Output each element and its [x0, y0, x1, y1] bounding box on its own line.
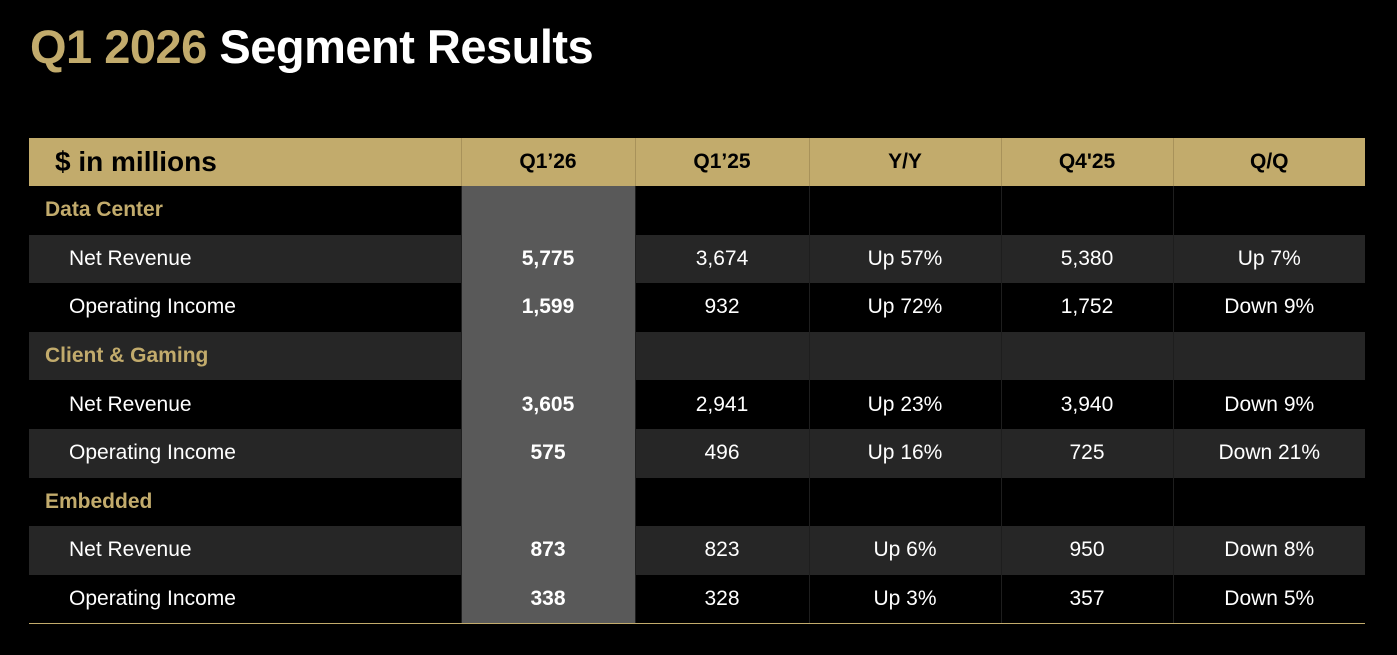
table-cell — [808, 477, 1001, 527]
cell-qq: Down 9% — [1172, 283, 1365, 332]
cell-qq: Up 7% — [1172, 234, 1365, 284]
cell-qq: Down 21% — [1172, 428, 1365, 478]
cell-q1-25: 496 — [634, 428, 809, 478]
table-cell — [1172, 186, 1365, 235]
metric-label: Operating Income — [29, 574, 461, 625]
metric-label: Operating Income — [29, 283, 461, 332]
header-q1-26: Q1’26 — [460, 138, 635, 186]
table-cell — [1172, 477, 1365, 527]
table-cell — [1000, 331, 1173, 381]
table-cell — [1000, 477, 1173, 527]
header-q1-25: Q1’25 — [634, 138, 809, 186]
cell-q4-25: 357 — [1000, 574, 1173, 625]
table-cell — [808, 331, 1001, 381]
title-period: Q1 2026 — [30, 20, 207, 73]
table-row: Operating Income 1,599 932 Up 72% 1,752 … — [29, 283, 1365, 332]
table-cell — [1172, 331, 1365, 381]
table-cell — [460, 331, 635, 381]
table-cell — [460, 477, 635, 527]
table-cell — [808, 186, 1001, 235]
cell-qq: Down 5% — [1172, 574, 1365, 625]
table-cell — [634, 477, 809, 527]
cell-q1-25: 932 — [634, 283, 809, 332]
header-units: $ in millions — [29, 138, 461, 186]
table-row: Net Revenue 873 823 Up 6% 950 Down 8% — [29, 526, 1365, 575]
title-text: Segment Results — [219, 20, 594, 73]
segment-name: Embedded — [29, 477, 461, 527]
metric-label: Net Revenue — [29, 380, 461, 429]
cell-q4-25: 5,380 — [1000, 234, 1173, 284]
table-cell — [634, 186, 809, 235]
metric-label: Operating Income — [29, 428, 461, 478]
segment-name: Client & Gaming — [29, 331, 461, 381]
cell-yy: Up 16% — [808, 428, 1001, 478]
cell-yy: Up 3% — [808, 574, 1001, 625]
cell-q1-26: 873 — [460, 526, 635, 575]
cell-q1-26: 575 — [460, 428, 635, 478]
header-qq: Q/Q — [1172, 138, 1365, 186]
page-title: Q1 2026 Segment Results — [30, 16, 594, 78]
table-row: Operating Income 338 328 Up 3% 357 Down … — [29, 574, 1365, 625]
header-q4-25: Q4'25 — [1000, 138, 1173, 186]
cell-yy: Up 72% — [808, 283, 1001, 332]
segment-results-table: $ in millions Q1’26 Q1’25 Y/Y Q4'25 Q/Q … — [29, 138, 1365, 625]
table-row: Net Revenue 5,775 3,674 Up 57% 5,380 Up … — [29, 234, 1365, 284]
segment-row-data-center: Data Center — [29, 186, 1365, 235]
cell-q4-25: 3,940 — [1000, 380, 1173, 429]
cell-q1-25: 2,941 — [634, 380, 809, 429]
cell-q1-26: 3,605 — [460, 380, 635, 429]
table-row: Operating Income 575 496 Up 16% 725 Down… — [29, 428, 1365, 478]
cell-q1-26: 5,775 — [460, 234, 635, 284]
cell-q1-26: 1,599 — [460, 283, 635, 332]
table-cell — [1000, 186, 1173, 235]
cell-q1-26: 338 — [460, 574, 635, 625]
cell-yy: Up 23% — [808, 380, 1001, 429]
cell-q4-25: 725 — [1000, 428, 1173, 478]
header-yy: Y/Y — [808, 138, 1001, 186]
metric-label: Net Revenue — [29, 526, 461, 575]
segment-row-client-gaming: Client & Gaming — [29, 331, 1365, 381]
cell-qq: Down 9% — [1172, 380, 1365, 429]
cell-q1-25: 823 — [634, 526, 809, 575]
cell-yy: Up 57% — [808, 234, 1001, 284]
table-cell — [634, 331, 809, 381]
segment-name: Data Center — [29, 186, 461, 235]
cell-q1-25: 328 — [634, 574, 809, 625]
cell-q1-25: 3,674 — [634, 234, 809, 284]
cell-yy: Up 6% — [808, 526, 1001, 575]
cell-qq: Down 8% — [1172, 526, 1365, 575]
table-row: Net Revenue 3,605 2,941 Up 23% 3,940 Dow… — [29, 380, 1365, 429]
cell-q4-25: 1,752 — [1000, 283, 1173, 332]
table-header-row: $ in millions Q1’26 Q1’25 Y/Y Q4'25 Q/Q — [29, 138, 1365, 186]
segment-row-embedded: Embedded — [29, 477, 1365, 527]
table-cell — [460, 186, 635, 235]
cell-q4-25: 950 — [1000, 526, 1173, 575]
metric-label: Net Revenue — [29, 234, 461, 284]
